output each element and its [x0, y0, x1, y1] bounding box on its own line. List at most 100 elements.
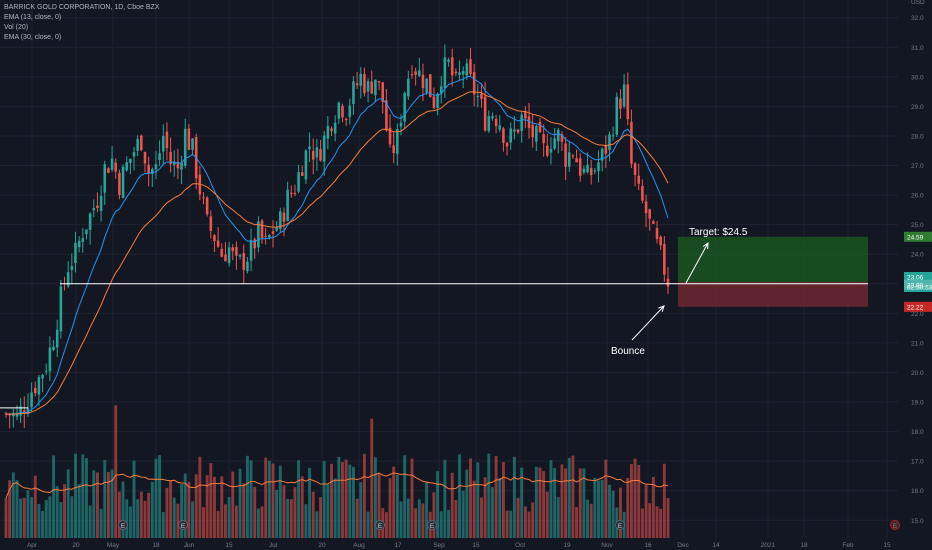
earnings-marker: [178, 520, 188, 530]
volume-bar: [600, 479, 604, 538]
candle-body: [271, 231, 275, 234]
volume-bar: [618, 487, 622, 538]
x-tick-label: 15: [472, 542, 480, 549]
volume-bar: [436, 471, 440, 538]
x-tick-label: 18: [152, 542, 160, 549]
candle-body: [659, 236, 662, 246]
candle-body: [604, 144, 608, 154]
candle-body: [399, 122, 403, 127]
candle-body: [33, 388, 37, 394]
x-tick-label: Oct: [515, 542, 525, 549]
volume-bar: [158, 455, 162, 538]
candle-body: [491, 116, 494, 119]
volume-bar: [106, 472, 110, 538]
y-tick-label: 25.0: [911, 222, 924, 229]
volume-bar: [582, 468, 586, 538]
legend-volume[interactable]: Vol (20): [4, 24, 29, 31]
volume-bar: [586, 499, 589, 538]
candle-body: [502, 128, 505, 143]
candle-body: [538, 121, 542, 133]
candle-body: [308, 146, 311, 150]
volume-bar: [293, 487, 297, 538]
candle-body: [99, 195, 103, 212]
candle-body: [132, 152, 136, 157]
price-tag-current-bg: [904, 272, 932, 283]
volume-bar: [267, 460, 271, 538]
candle-body: [165, 131, 169, 149]
candle-body: [30, 392, 33, 408]
volume-bar: [74, 453, 77, 538]
volume-bar: [103, 459, 107, 538]
volume-bar: [44, 499, 48, 538]
volume-bar: [213, 476, 216, 538]
currency-label: USD: [911, 0, 925, 6]
candle-body: [129, 158, 132, 163]
candle-body: [253, 239, 256, 249]
volume-bar: [655, 506, 659, 538]
volume-bar: [191, 501, 194, 538]
volume-bar: [180, 484, 184, 538]
volume-bar: [304, 504, 308, 538]
candle-body: [546, 145, 549, 156]
volume-bar: [114, 405, 118, 538]
x-tick-label: 18: [800, 542, 808, 549]
candle-body: [121, 166, 125, 199]
x-tick-label: Aug: [353, 542, 365, 549]
volume-bar: [556, 497, 560, 538]
candle-body: [549, 149, 553, 153]
candle-body: [161, 136, 165, 152]
candle-body: [615, 96, 619, 135]
volume-ma-line: [5, 472, 669, 499]
legend-symbol[interactable]: BARRICK GOLD CORPORATION, 1D, Cboe BZX: [4, 4, 160, 11]
volume-bar: [132, 460, 136, 538]
candle-body: [396, 129, 399, 154]
volume-bar: [147, 492, 151, 538]
candle-body: [363, 73, 366, 94]
volume-bar: [165, 487, 169, 538]
candle-body: [630, 121, 633, 164]
volume-bar: [351, 466, 355, 538]
volume-bar: [578, 468, 582, 538]
volume-bar: [55, 486, 59, 538]
y-tick-label: 28.0: [911, 133, 924, 140]
candle-body: [571, 155, 575, 157]
volume-bar: [512, 456, 516, 538]
candle-body: [249, 240, 253, 261]
candle-body: [315, 147, 319, 158]
candle-body: [443, 57, 447, 89]
candle-body: [352, 81, 355, 104]
volume-bar: [216, 510, 220, 538]
candle-body: [377, 81, 381, 83]
candle-body: [578, 158, 582, 176]
candle-body: [637, 175, 641, 184]
candle-body: [242, 253, 246, 270]
candle-body: [370, 81, 374, 94]
volume-bar: [651, 476, 655, 538]
candle-body: [88, 213, 92, 230]
volume-bar: [392, 466, 396, 538]
earnings-marker-label: E: [430, 523, 435, 530]
target-text: Target: $24.5: [689, 227, 748, 238]
time-axis[interactable]: Apr 20 May 18 Jun 15 Jul 20 Aug 17 Sep 15 Oct 19 Nov 16…: [27, 542, 891, 549]
volume-bar: [593, 477, 597, 538]
legend-ema13[interactable]: EMA (13, close, 0): [4, 14, 62, 21]
volume-bar: [637, 464, 641, 538]
volume-bar: [275, 489, 279, 538]
volume-bar: [169, 480, 173, 538]
volume-bar: [8, 480, 12, 538]
candle-body: [107, 168, 110, 173]
candle-body: [235, 247, 238, 256]
price-axis[interactable]: 15.016.017.018.019.020.021.022.023.024.0…: [904, 0, 932, 525]
legend-ema30[interactable]: EMA (30, close, 0): [4, 34, 62, 41]
volume-bar: [234, 505, 238, 538]
candle-body: [333, 122, 337, 134]
candle-body: [257, 221, 260, 248]
bounce-arrow: [631, 305, 665, 341]
volume-bar: [483, 477, 487, 538]
y-tick-label: 20.0: [911, 370, 924, 377]
candle-body: [385, 100, 388, 131]
candle-body: [622, 84, 626, 107]
earnings-marker: [427, 520, 437, 530]
